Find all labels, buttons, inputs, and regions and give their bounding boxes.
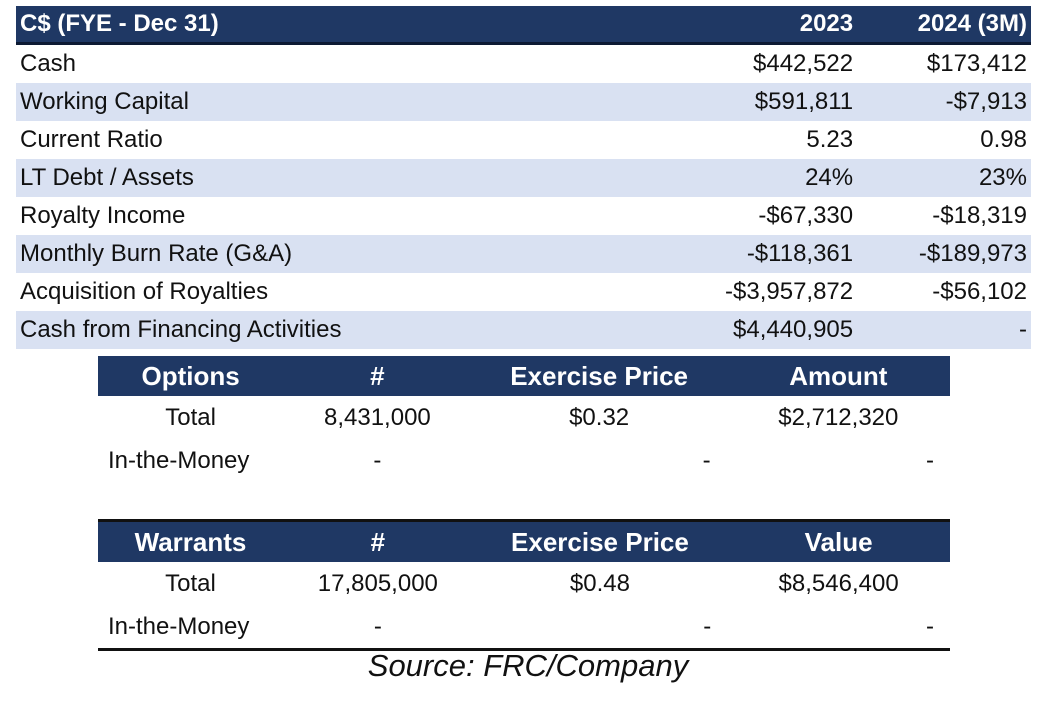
options-header-row: Options # Exercise Price Amount	[98, 356, 950, 396]
table-row: Royalty Income -$67,330 -$18,319	[16, 197, 1031, 235]
row-value: $8,546,400	[778, 570, 899, 597]
row-count: -	[373, 447, 382, 474]
row-label: Cash	[20, 50, 77, 77]
table-header-row: C$ (FYE - Dec 31) 2023 2024 (3M)	[16, 6, 1031, 45]
row-label: Royalty Income	[20, 202, 186, 229]
row-label: Total	[165, 404, 216, 431]
row-count: -	[283, 605, 473, 651]
row-label: Current Ratio	[20, 126, 163, 153]
row-exercise-price: $0.32	[569, 404, 630, 431]
row-count: 8,431,000	[324, 404, 431, 431]
row-value-2024: 23%	[857, 159, 1031, 197]
row-value-2024: -$56,102	[932, 278, 1027, 305]
source-caption: Source: FRC/Company	[367, 648, 689, 683]
row-value-2024: -$189,973	[857, 235, 1031, 273]
table-row: Cash from Financing Activities $4,440,90…	[16, 311, 1031, 349]
row-value-2024: $173,412	[926, 50, 1027, 77]
financial-summary-table: C$ (FYE - Dec 31) 2023 2024 (3M) Cash $4…	[16, 6, 1031, 349]
header-count: #	[283, 519, 473, 562]
row-value-2023: 5.23	[806, 126, 854, 153]
row-value-2023: $4,440,905	[639, 311, 858, 349]
table-row: In-the-Money - - -	[98, 605, 950, 651]
table-row: Total 8,431,000 $0.32 $2,712,320	[98, 396, 950, 439]
row-label: Acquisition of Royalties	[20, 278, 269, 305]
row-value-2023: -$3,957,872	[725, 278, 854, 305]
row-label: Monthly Burn Rate (G&A)	[16, 235, 640, 273]
row-amount: $2,712,320	[778, 404, 899, 431]
header-2023: 2023	[639, 6, 858, 45]
row-value-2024: -$18,319	[932, 202, 1027, 229]
row-label: Total	[165, 570, 216, 597]
header-exercise-price: Exercise Price	[471, 356, 727, 396]
table-row: Cash $442,522 $173,412	[16, 44, 1031, 84]
row-label: LT Debt / Assets	[16, 159, 640, 197]
row-label: Working Capital	[16, 83, 640, 121]
row-label: In-the-Money	[108, 447, 250, 474]
table-row: LT Debt / Assets 24% 23%	[16, 159, 1031, 197]
header-2024: 2024 (3M)	[857, 6, 1031, 45]
table-row: Acquisition of Royalties -$3,957,872 -$5…	[16, 273, 1031, 311]
row-exercise-price: $0.48	[569, 570, 630, 597]
header-label: C$ (FYE - Dec 31)	[16, 6, 640, 45]
row-amount: -	[926, 447, 934, 474]
header-value: Value	[727, 519, 950, 562]
row-value-2024: 0.98	[980, 126, 1027, 153]
row-value-2024: -	[857, 311, 1031, 349]
options-table: Options # Exercise Price Amount Total 8,…	[98, 356, 950, 482]
header-options: Options	[98, 356, 284, 396]
row-label: In-the-Money	[98, 605, 283, 651]
table-row: Monthly Burn Rate (G&A) -$118,361 -$189,…	[16, 235, 1031, 273]
table-row: Total 17,805,000 $0.48 $8,546,400	[98, 562, 950, 605]
header-exercise-price: Exercise Price	[472, 519, 728, 562]
warrants-header-row: Warrants # Exercise Price Value	[98, 519, 950, 562]
row-value-2024: -$7,913	[857, 83, 1031, 121]
header-amount: Amount	[726, 356, 950, 396]
table-row: Current Ratio 5.23 0.98	[16, 121, 1031, 159]
row-label: Cash from Financing Activities	[16, 311, 640, 349]
row-value-2023: $591,811	[639, 83, 858, 121]
header-warrants: Warrants	[98, 519, 283, 562]
row-value: -	[727, 605, 950, 651]
row-exercise-price: -	[702, 447, 711, 474]
row-value-2023: -$67,330	[758, 202, 854, 229]
row-count: 17,805,000	[317, 570, 438, 597]
row-value-2023: $442,522	[753, 50, 854, 77]
table-row: In-the-Money - - -	[98, 439, 950, 482]
table-row: Working Capital $591,811 -$7,913	[16, 83, 1031, 121]
row-value-2023: -$118,361	[639, 235, 858, 273]
warrants-table: Warrants # Exercise Price Value Total 17…	[98, 519, 950, 651]
header-count: #	[283, 356, 472, 396]
row-value-2023: 24%	[639, 159, 858, 197]
row-exercise-price: -	[472, 605, 728, 651]
